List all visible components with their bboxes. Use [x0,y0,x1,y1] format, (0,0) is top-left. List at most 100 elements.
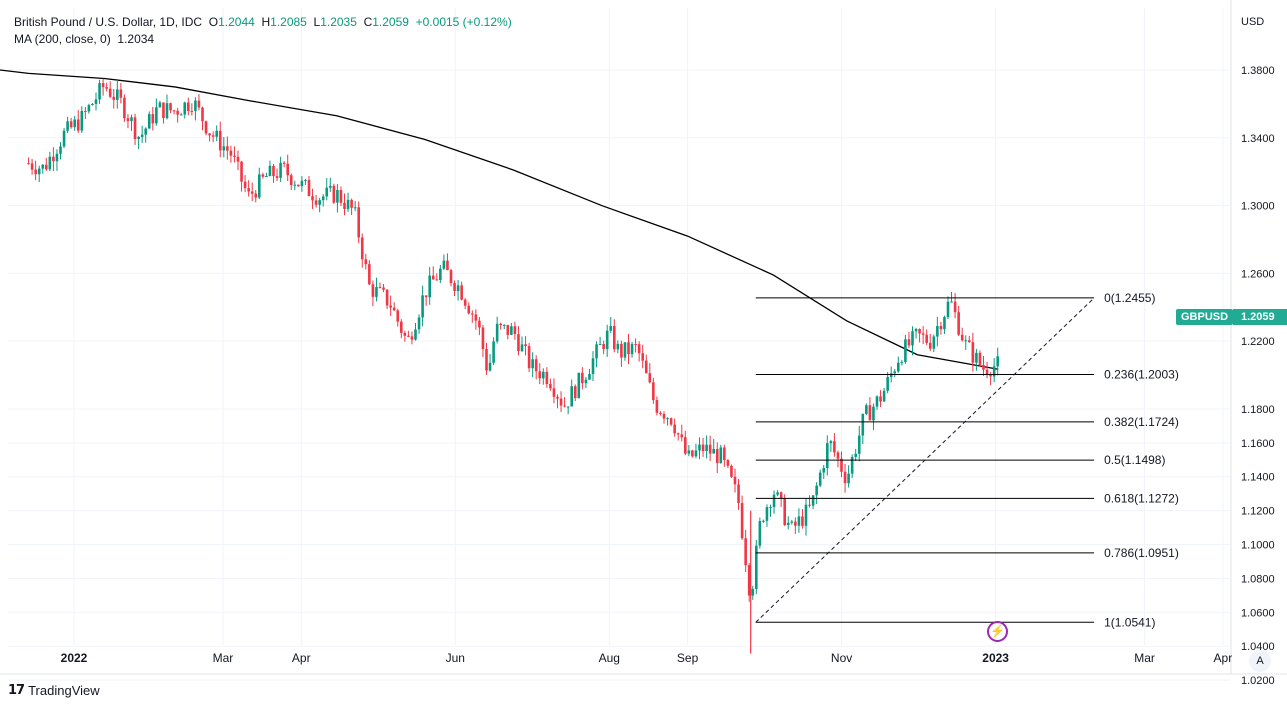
last-price-badge: 1.2059 [1233,309,1287,325]
high-value: 1.2085 [270,15,307,29]
candle-body [336,190,339,203]
candle-body [261,174,265,177]
candle-body [119,89,123,98]
candle-body [534,359,538,372]
price-tick-label: 1.0600 [1241,607,1275,619]
tradingview-logo[interactable]: 17 TradingView [8,683,100,698]
candle-body [897,362,900,372]
candle-body [723,447,726,461]
auto-scale-button[interactable]: A [1249,650,1271,672]
candle-body [705,444,708,452]
candle-body [240,161,243,182]
candle-body [684,437,687,454]
candle-body [996,356,999,367]
candle-body [442,260,446,269]
candle-body [815,485,818,496]
candle-body [385,289,389,306]
currency-label: USD [1241,16,1264,28]
candle-body [300,180,304,187]
candle-body [865,405,868,414]
candle-body [971,342,975,363]
candle-body [904,339,907,363]
candle-body [41,164,45,169]
candle-body [282,162,286,164]
candle-body [59,146,62,154]
candle-body [66,121,69,131]
price-tick-label: 1.3400 [1241,133,1275,145]
candle-body [116,89,119,100]
candle-body [758,521,762,546]
candle-body [279,162,282,178]
candle-body [133,117,137,139]
candle-body [453,283,456,291]
candle-body [975,352,978,363]
candle-body [449,270,453,284]
candle-body [737,484,740,504]
price-tick-label: 1.1600 [1241,438,1275,450]
candle-body [69,121,73,128]
candle-body [140,134,144,137]
candle-body [730,465,733,477]
candle-body [360,237,364,260]
lightning-icon[interactable]: ⚡ [987,621,1008,642]
candle-body [715,448,719,464]
ma-row[interactable]: MA (200, close, 0) 1.2034 [14,31,512,48]
candles [27,78,999,654]
time-tick-label: Aug [599,651,620,665]
candle-body [524,344,527,347]
candle-body [744,538,747,566]
candle-body [755,545,758,589]
candle-body [747,565,751,596]
time-tick-label: Sep [677,651,699,665]
candle-body [80,110,84,131]
candle-body [211,135,215,137]
candle-body [801,516,804,526]
candle-body [549,383,552,389]
candle-body [691,450,694,457]
candle-body [893,371,897,374]
candle-body [201,107,204,122]
candle-body [510,326,513,335]
candle-body [911,331,914,346]
candle-body [776,492,779,495]
candle-body [194,100,197,111]
low-value: 1.2035 [320,15,357,29]
candle-body [552,388,556,397]
candle-body [889,373,893,377]
candle-body [669,418,673,425]
candle-body [431,275,435,280]
candle-body [55,153,59,162]
price-tick-label: 1.2200 [1241,336,1275,348]
candle-body [620,343,623,358]
symbol-name: British Pound / U.S. Dollar, 1D, IDC [14,15,203,29]
candle-body [151,114,155,124]
chart-legend: British Pound / U.S. Dollar, 1D, IDC O1.… [14,14,512,48]
candle-body [499,323,502,326]
candle-body [311,196,314,201]
candle-body [914,328,918,332]
candle-body [169,103,172,111]
candle-body [463,299,467,306]
candle-body [190,110,194,112]
candle-body [577,372,581,399]
fib-retracement[interactable]: 0(1.2455) 0.236(1.2003) 0.382(1.1724) 0.5(1… [755,291,1179,629]
candle-body [673,424,676,434]
candle-body [808,504,811,506]
candle-body [822,467,826,473]
candle-body [485,349,488,371]
candle-body [826,443,829,468]
candle-body [900,362,904,364]
candle-body [836,452,840,459]
candle-body [155,107,158,124]
candle-body [946,301,950,318]
fib-level-label: 0.382(1.1724) [1104,415,1179,429]
candle-body [662,414,666,419]
tradingview-logo-icon: 17 [8,683,25,698]
candle-body [318,200,321,205]
candle-body [875,396,879,407]
candle-body [123,97,126,119]
price-tick-label: 1.1400 [1241,472,1275,484]
candle-body [804,504,808,526]
candle-body [492,341,495,363]
